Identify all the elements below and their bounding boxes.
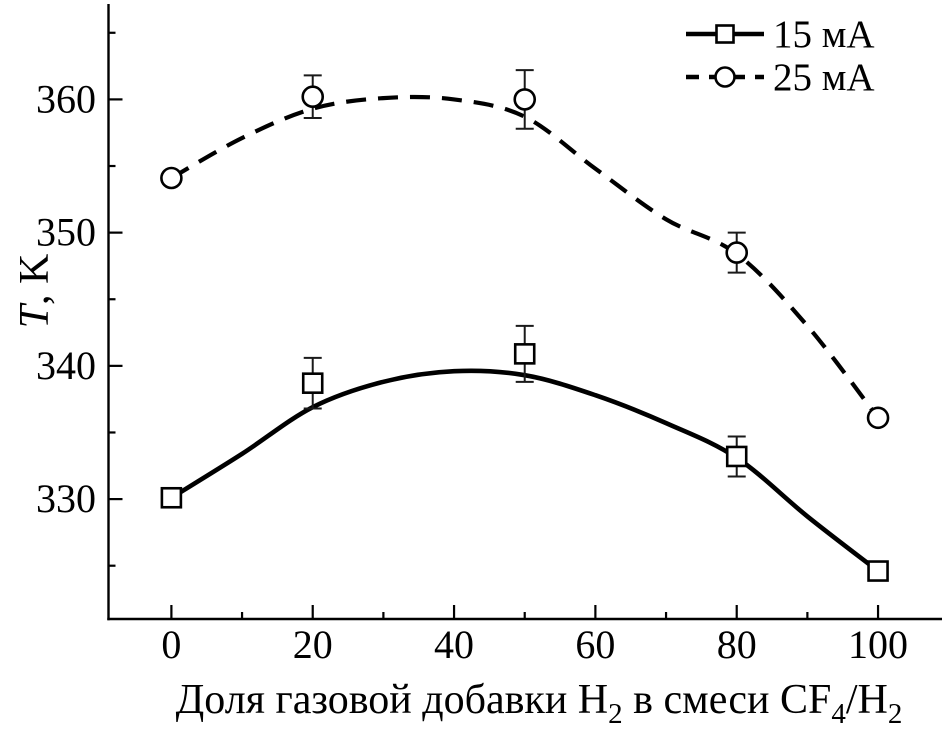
x-axis-title: Доля газовой добавки H2 в смеси CF4/H2 [176,677,903,729]
marker-square [160,486,183,509]
legend-entry-25-мА: 25 мА [686,56,875,99]
x-tick-label: 0 [161,622,181,667]
ticks [108,31,880,619]
marker-square [301,372,324,394]
x-tick-label: 100 [848,622,908,667]
svg-text:T, K: T, K [12,254,58,329]
curve-25-мА [170,94,880,420]
x-tick-label: 60 [575,622,615,667]
legend-marker-circle [714,66,736,88]
svg-text:Доля газовой добавки H2 в смес: Доля газовой добавки H2 в смеси CF4/H2 [176,677,903,729]
y-tick-label: 330 [36,476,96,521]
y-axis-title: T, K [12,254,58,329]
x-tick-label: 40 [434,622,474,667]
legend-marker-square [715,24,735,44]
marker-circle [160,166,183,190]
legend-label: 15 мА [773,13,875,56]
marker-circle [513,88,537,111]
y-tick-label: 350 [36,210,96,255]
series-25-мА [160,69,890,430]
legend-label: 25 мА [773,56,875,99]
y-tick-label: 340 [36,343,96,388]
x-tick-label: 20 [293,622,333,667]
legend-entry-15-мА: 15 мА [686,13,875,56]
y-tick-label: 360 [36,76,96,121]
marker-square [867,560,889,582]
tick-labels: 0 20 40 60 80 100 330 340 350 360 [36,76,908,667]
marker-circle [725,241,749,264]
curve-15-мА [170,368,880,573]
marker-square [725,445,748,468]
marker-square [513,343,536,365]
marker-circle [866,406,890,430]
series-15-мА [160,324,889,582]
x-tick-label: 80 [717,622,757,667]
marker-circle [301,85,325,109]
